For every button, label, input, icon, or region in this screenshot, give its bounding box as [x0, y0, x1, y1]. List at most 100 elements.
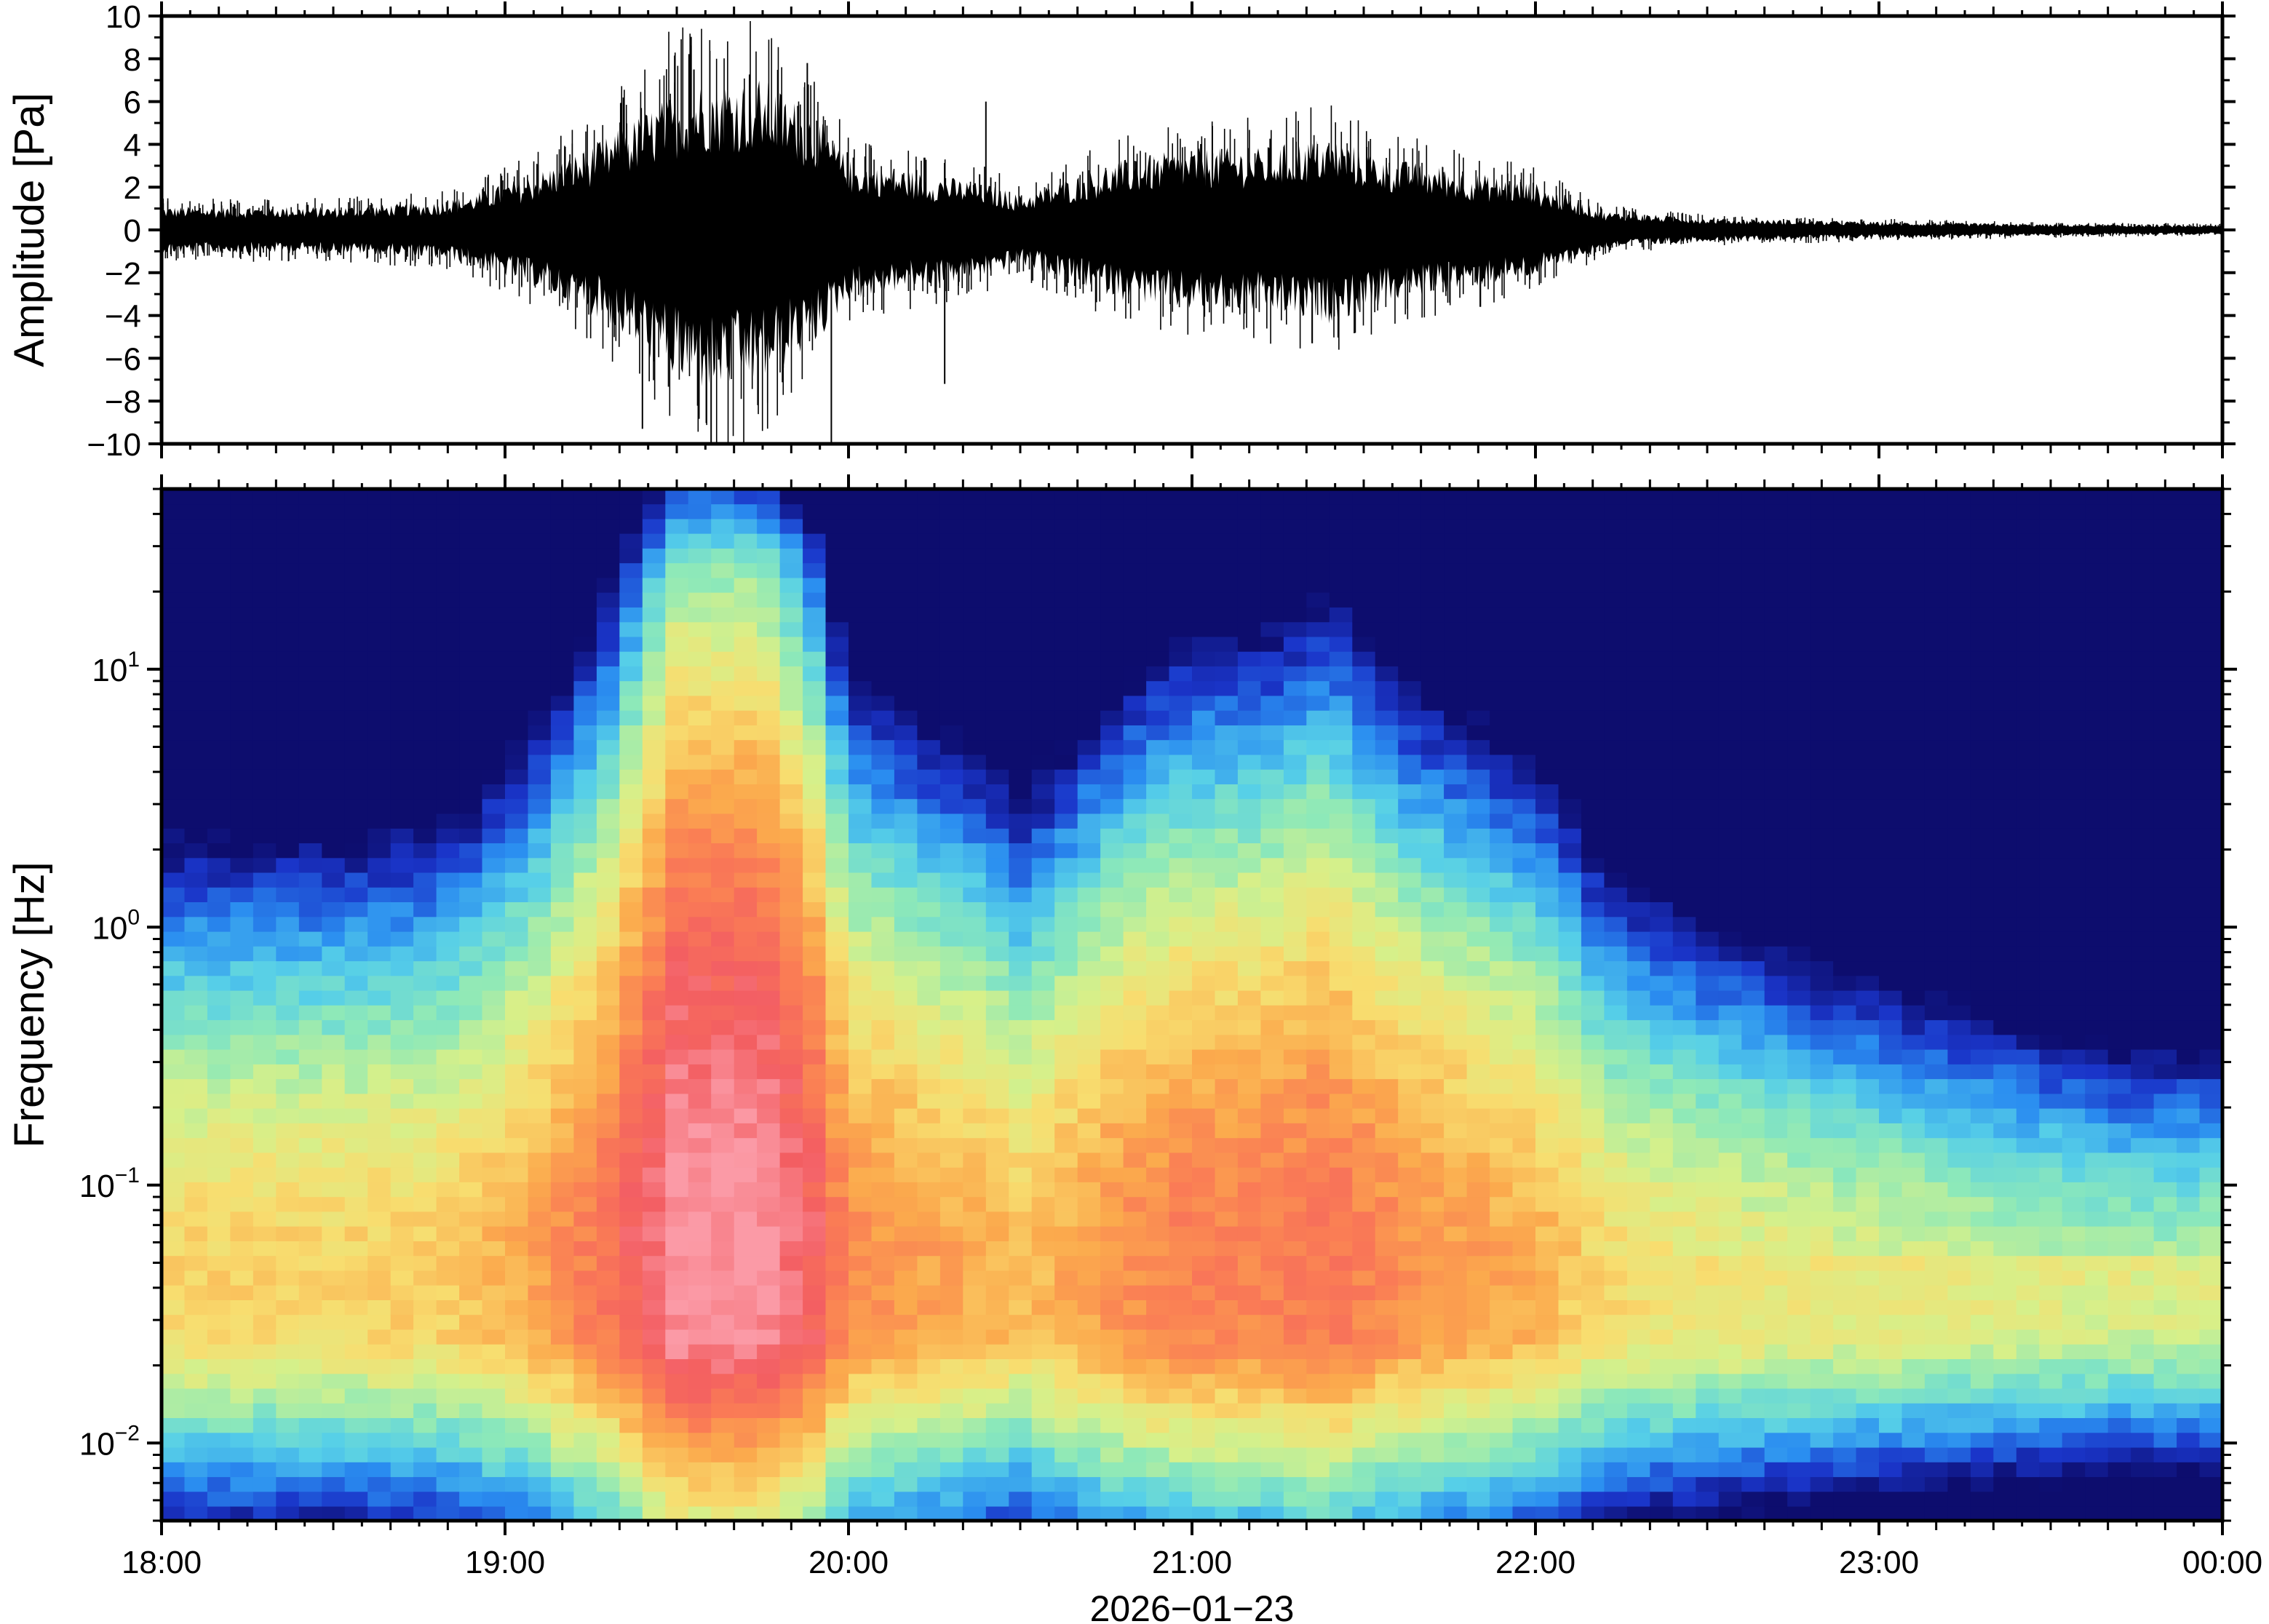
spectrogram-cell [711, 725, 735, 741]
spectrogram-cell [253, 607, 277, 623]
spectrogram-cell [1009, 857, 1033, 873]
spectrogram-cell [596, 1329, 621, 1345]
spectrogram-cell [1398, 1182, 1422, 1198]
spectrogram-cell [184, 1476, 208, 1492]
spectrogram-cell [1169, 739, 1193, 755]
spectrogram-cell [1352, 1314, 1376, 1330]
spectrogram-cell [436, 518, 460, 534]
spectrogram-cell [528, 1476, 552, 1492]
spectrogram-cell [505, 798, 529, 814]
spectrogram-cell [642, 1432, 667, 1448]
spectrogram-cell [459, 1048, 483, 1064]
spectrogram-cell [298, 1373, 323, 1389]
spectrogram-cell [367, 533, 392, 549]
spectrogram-cell [505, 1225, 529, 1241]
spectrogram-cell [985, 739, 1010, 755]
spectrogram-cell [162, 827, 186, 843]
spectrogram-cell [734, 754, 758, 770]
spectrogram-cell [734, 931, 758, 947]
spectrogram-cell [1054, 813, 1078, 829]
spectrogram-cell [367, 709, 392, 725]
spectrogram-cell [413, 1417, 437, 1433]
spectrogram-cell [963, 916, 987, 932]
spectrogram-cell [1192, 1329, 1216, 1345]
spectrogram-cell [298, 1078, 323, 1094]
spectrogram-cell [162, 607, 186, 623]
spectrogram-cell [596, 533, 621, 549]
spectrogram-cell [1123, 946, 1147, 962]
spectrogram-cell [1169, 562, 1193, 578]
spectrogram-cell [1398, 1299, 1422, 1315]
spectrogram-cell [1398, 975, 1422, 991]
spectrogram-cell [1237, 1034, 1262, 1050]
spectrogram-cell [825, 1402, 849, 1418]
spectrogram-cell [390, 1093, 414, 1109]
spectrogram-cell [505, 1373, 529, 1389]
spectrogram-cell [596, 695, 621, 711]
spectrogram-cell [803, 607, 827, 623]
spectrogram-cell [207, 843, 231, 859]
spectrogram-cell [1031, 695, 1055, 711]
spectrogram-cell [230, 1432, 254, 1448]
spectrogram-cell [207, 754, 231, 770]
spectrogram-cell [573, 1358, 597, 1374]
spectrogram-cell [322, 754, 346, 770]
spectrogram-cell [505, 886, 529, 902]
spectrogram-cell [1169, 784, 1193, 800]
spectrogram-cell [505, 754, 529, 770]
spectrogram-cell [505, 990, 529, 1006]
spectrogram-cell [298, 577, 323, 593]
spectrogram-cell [162, 518, 186, 534]
spectrogram-cell [596, 1064, 621, 1080]
spectrogram-cell [1077, 784, 1101, 800]
spectrogram-cell [642, 1270, 667, 1286]
spectrogram-cell [711, 548, 735, 564]
spectrogram-cell [436, 886, 460, 902]
spectrogram-cell [757, 1137, 781, 1153]
spectrogram-cell [665, 1152, 689, 1168]
spectrogram-cell [413, 592, 437, 608]
spectrogram-cell [1054, 548, 1078, 564]
spectrogram-cell [1169, 533, 1193, 549]
spectrogram-cell [207, 1196, 231, 1212]
spectrogram-cell [849, 548, 873, 564]
spectrogram-cell [184, 680, 208, 696]
spectrogram-cell [1100, 901, 1124, 918]
spectrogram-cell [367, 1166, 392, 1182]
spectrogram-cell [1215, 621, 1239, 637]
spectrogram-cell [1375, 1255, 1399, 1271]
spectrogram-cell [459, 916, 483, 932]
spectrogram-cell [849, 1078, 873, 1094]
spectrogram-cell [1031, 666, 1055, 682]
spectrogram-cell [939, 1019, 964, 1035]
spectrogram-cell [528, 990, 552, 1006]
spectrogram-cell [1146, 739, 1170, 755]
spectrogram-cell [1169, 1314, 1193, 1330]
spectrogram-cell [1054, 650, 1078, 666]
spectrogram-cell [803, 489, 827, 505]
spectrogram-cell [1398, 1505, 1422, 1521]
spectrogram-cell [757, 1078, 781, 1094]
spectrogram-cell [367, 1505, 392, 1521]
spectrogram-cell [367, 607, 392, 623]
spectrogram-cell [894, 548, 918, 564]
spectrogram-cell [298, 843, 323, 859]
spectrogram-cell [779, 1166, 803, 1182]
spectrogram-cell [1169, 548, 1193, 564]
spectrogram-cell [184, 1402, 208, 1418]
spectrogram-cell [367, 784, 392, 800]
spectrogram-cell [1146, 666, 1170, 682]
spectrogram-cell [688, 1314, 712, 1330]
spectrogram-cell [871, 548, 895, 564]
spectrogram-cell [1398, 754, 1422, 770]
spectrogram-cell [413, 577, 437, 593]
spectrogram-cell [390, 503, 414, 520]
spectrogram-cell [849, 784, 873, 800]
spectrogram-cell [1077, 975, 1101, 991]
spectrogram-cell [757, 680, 781, 696]
spectrogram-cell [757, 843, 781, 859]
spectrogram-cell [1009, 1123, 1033, 1139]
spectrogram-cell [436, 533, 460, 549]
spectrogram-cell [276, 1314, 300, 1330]
spectrogram-cell [1283, 503, 1308, 520]
